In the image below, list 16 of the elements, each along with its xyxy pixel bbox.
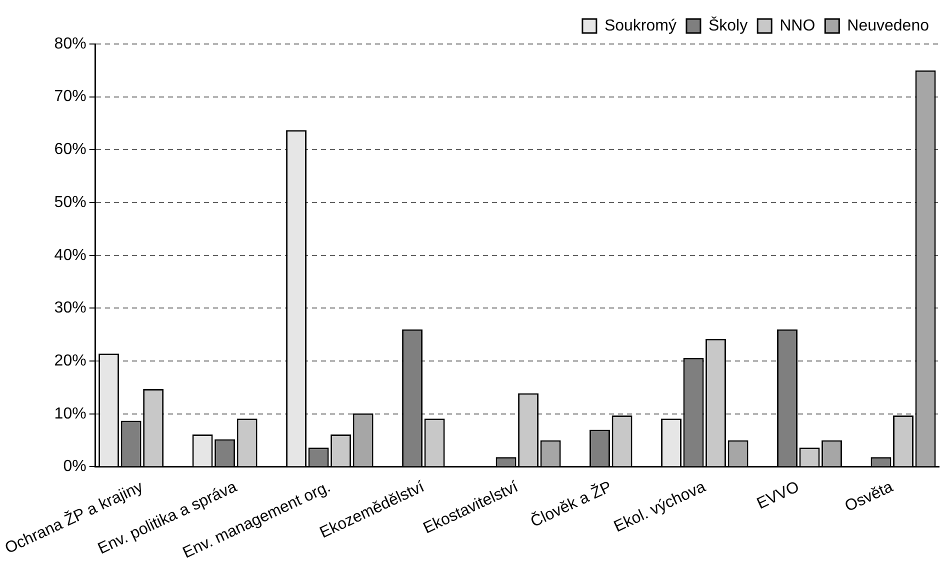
legend-label: Školy [708, 16, 748, 34]
legend-label: NNO [780, 17, 816, 34]
y-tick-label: 20% [54, 352, 86, 370]
y-tick-label: 60% [54, 141, 86, 158]
y-tick-label: 80% [54, 35, 86, 52]
y-tick-label: 10% [54, 405, 86, 422]
y-tick-label: 0% [63, 458, 86, 476]
y-tick-label: 50% [54, 194, 86, 211]
x-tick-label: Člověk a ŽP [528, 478, 614, 531]
x-tick-label: EVVO [754, 478, 802, 513]
legend-label: Neuvedeno [847, 17, 930, 34]
y-tick-label: 30% [54, 300, 86, 317]
y-tick-label: 40% [54, 246, 86, 264]
x-tick-label: Osvěta [842, 478, 896, 516]
y-tick-label: 70% [54, 88, 86, 106]
legend-label: Soukromý [604, 17, 676, 34]
